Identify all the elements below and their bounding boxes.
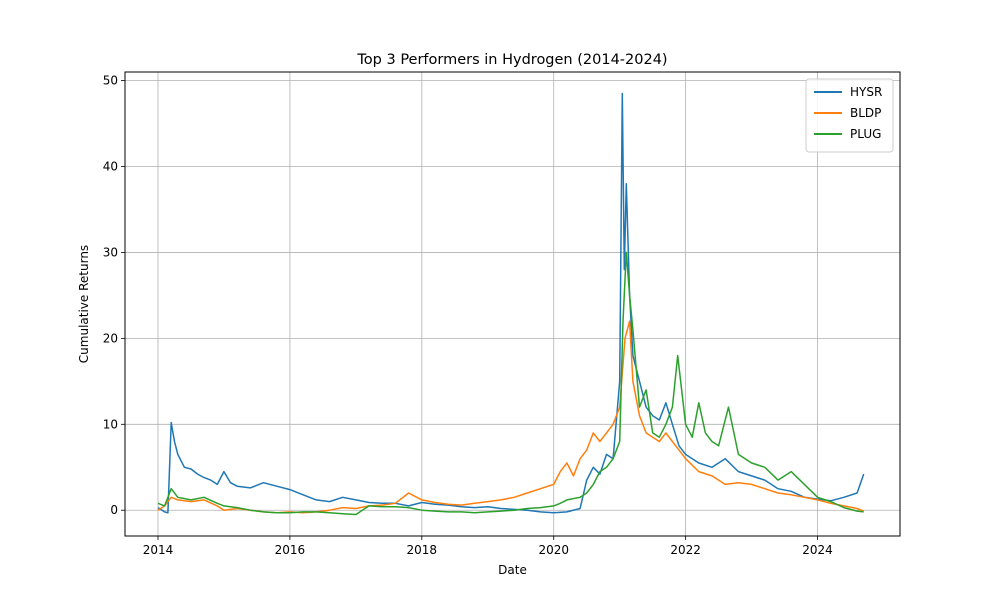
- chart-title: Top 3 Performers in Hydrogen (2014-2024): [356, 52, 667, 68]
- x-tick-label: 2024: [802, 543, 833, 557]
- x-tick-label: 2020: [538, 543, 569, 557]
- y-tick-label: 10: [103, 417, 118, 431]
- x-tick-label: 2018: [407, 543, 438, 557]
- x-axis-label: Date: [498, 563, 527, 577]
- y-tick-label: 0: [110, 503, 118, 517]
- legend: HYSR BLDP PLUG: [805, 78, 894, 153]
- legend-label-bldp: BLDP: [850, 106, 881, 120]
- series-lines: [157, 92, 865, 516]
- y-axis-label: Cumulative Returns: [77, 245, 91, 363]
- grid-lines: [125, 72, 900, 536]
- legend-label-plug: PLUG: [850, 127, 881, 141]
- legend-label-hysr: HYSR: [850, 85, 882, 99]
- y-axis-ticks: 0 10 20 30 40 50: [103, 74, 125, 517]
- series-line-hysr: [157, 92, 865, 514]
- y-tick-label: 40: [103, 160, 118, 174]
- y-tick-label: 30: [103, 245, 118, 259]
- x-axis-ticks: 2014 2016 2018 2020 2022 2024: [143, 536, 833, 557]
- x-tick-label: 2016: [275, 543, 306, 557]
- y-tick-label: 20: [103, 331, 118, 345]
- x-tick-label: 2014: [143, 543, 174, 557]
- x-tick-label: 2022: [670, 543, 701, 557]
- plot-frame: [124, 71, 901, 537]
- y-tick-label: 50: [103, 74, 118, 88]
- series-line-plug: [157, 251, 864, 516]
